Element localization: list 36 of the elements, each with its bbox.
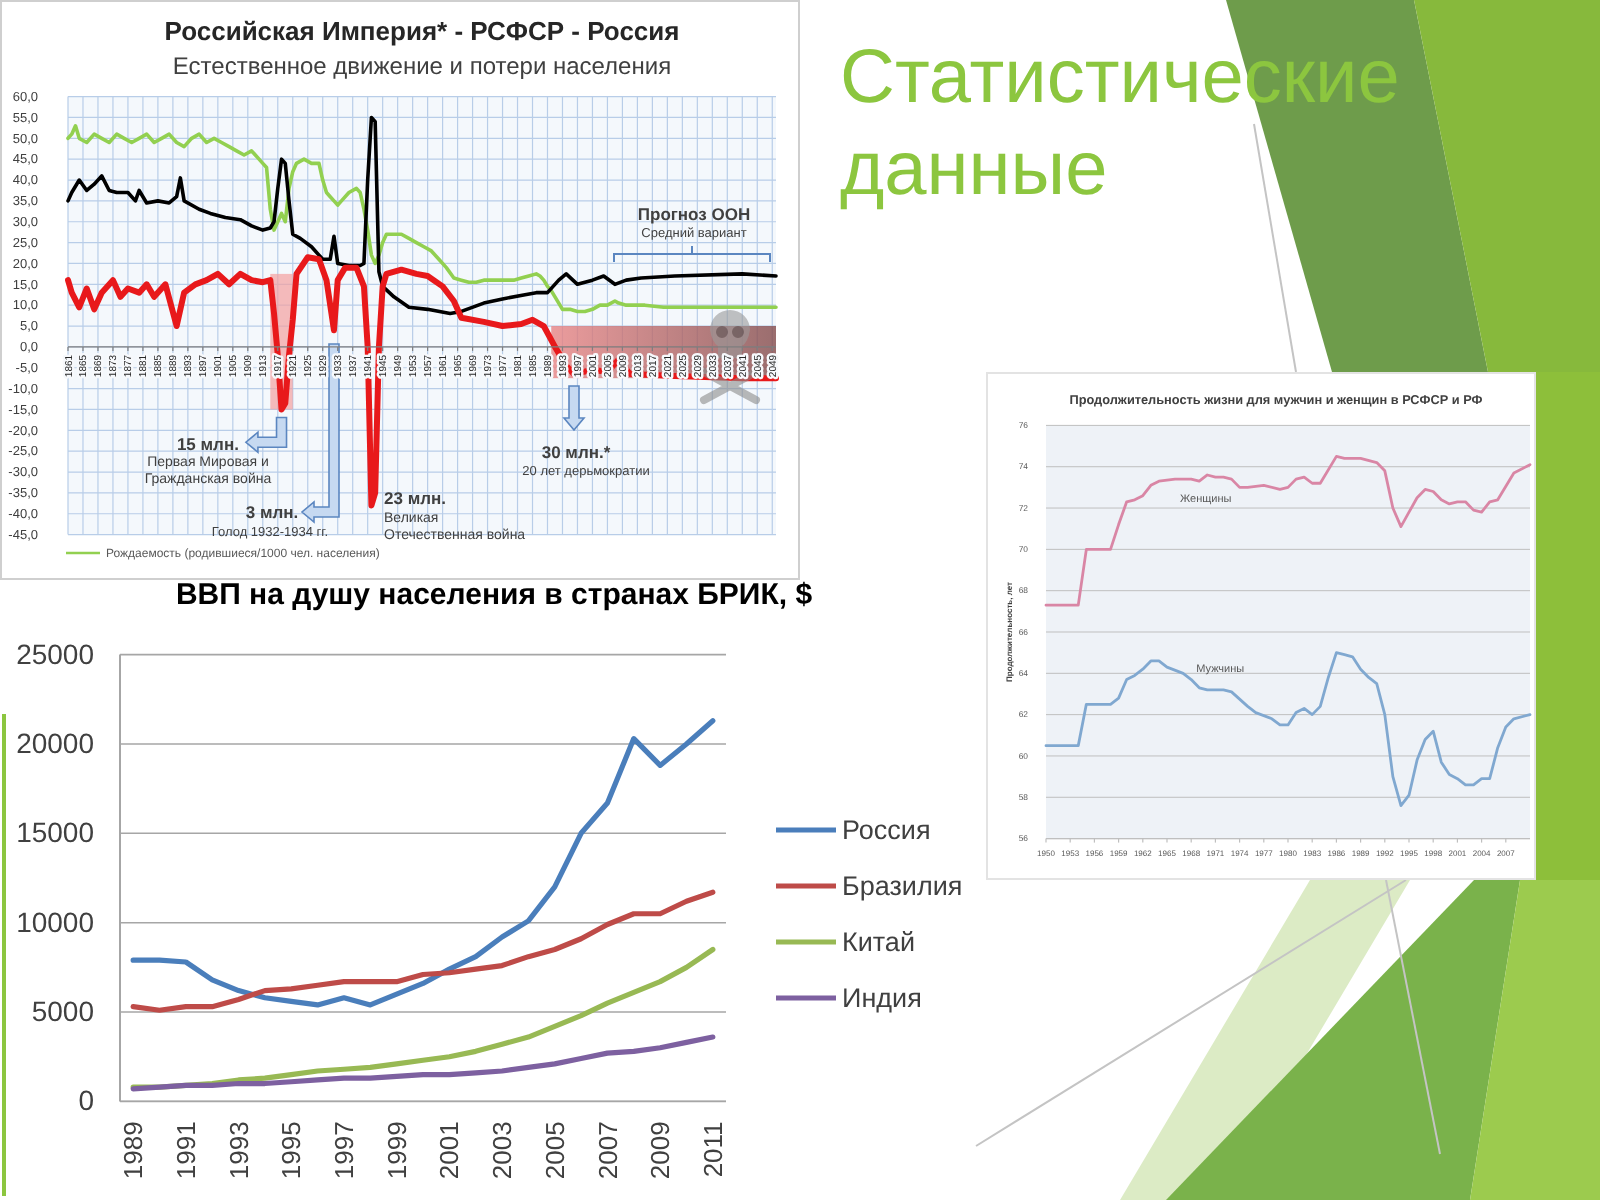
line-series <box>130 718 716 1008</box>
x-tick-label: 2005 <box>539 1121 570 1180</box>
y-tick-label: 5000 <box>31 995 95 1027</box>
y-tick-label: 15000 <box>16 816 95 849</box>
legend-label: Россия <box>842 815 931 846</box>
y-tick-label: 10000 <box>16 905 95 938</box>
annotation: 23 млн. <box>384 488 447 508</box>
x-tick-label: 1997 <box>329 1121 360 1180</box>
annotation: Прогноз ООН <box>637 204 751 224</box>
annotation: 30 млн.* <box>541 442 612 462</box>
x-tick-label: 1989 <box>118 1121 149 1180</box>
line-series <box>65 254 779 509</box>
legend-label: Бразилия <box>842 871 963 902</box>
line-series <box>130 1034 716 1092</box>
line-series <box>1044 454 1532 607</box>
x-tick-label: 2011 <box>697 1121 728 1178</box>
legend-label: Китай <box>842 927 915 958</box>
x-tick-label: 2007 <box>592 1121 623 1180</box>
legend-label: Индия <box>842 983 922 1014</box>
x-tick-label: 1991 <box>170 1121 201 1180</box>
y-tick-label: 0 <box>78 1084 95 1117</box>
y-tick-label: 25000 <box>16 637 95 670</box>
x-tick-label: 2003 <box>487 1121 518 1180</box>
x-tick-label: 1999 <box>381 1121 412 1180</box>
x-tick-label: 1993 <box>223 1121 254 1180</box>
x-tick-label: 1995 <box>276 1121 307 1180</box>
y-tick-label: 20000 <box>16 726 95 759</box>
line-series <box>1044 651 1532 807</box>
chart-title: Российская Империя* - РСФСР - Россия <box>164 16 680 46</box>
x-tick-label: 2009 <box>645 1121 676 1180</box>
chart-title: ВВП на душу населения в странах БРИК, $ <box>175 578 814 612</box>
x-tick-label: 2001 <box>434 1121 465 1180</box>
annotation: 3 млн. <box>245 502 299 522</box>
annotation: 15 млн. <box>176 434 239 455</box>
line-series <box>130 889 716 1013</box>
chart-subtitle: Естественное движение и потери населения <box>172 52 672 80</box>
